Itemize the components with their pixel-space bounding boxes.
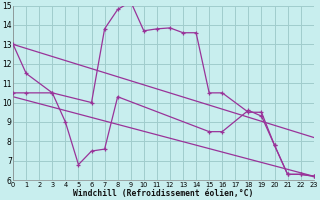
X-axis label: Windchill (Refroidissement éolien,°C): Windchill (Refroidissement éolien,°C) xyxy=(73,189,254,198)
